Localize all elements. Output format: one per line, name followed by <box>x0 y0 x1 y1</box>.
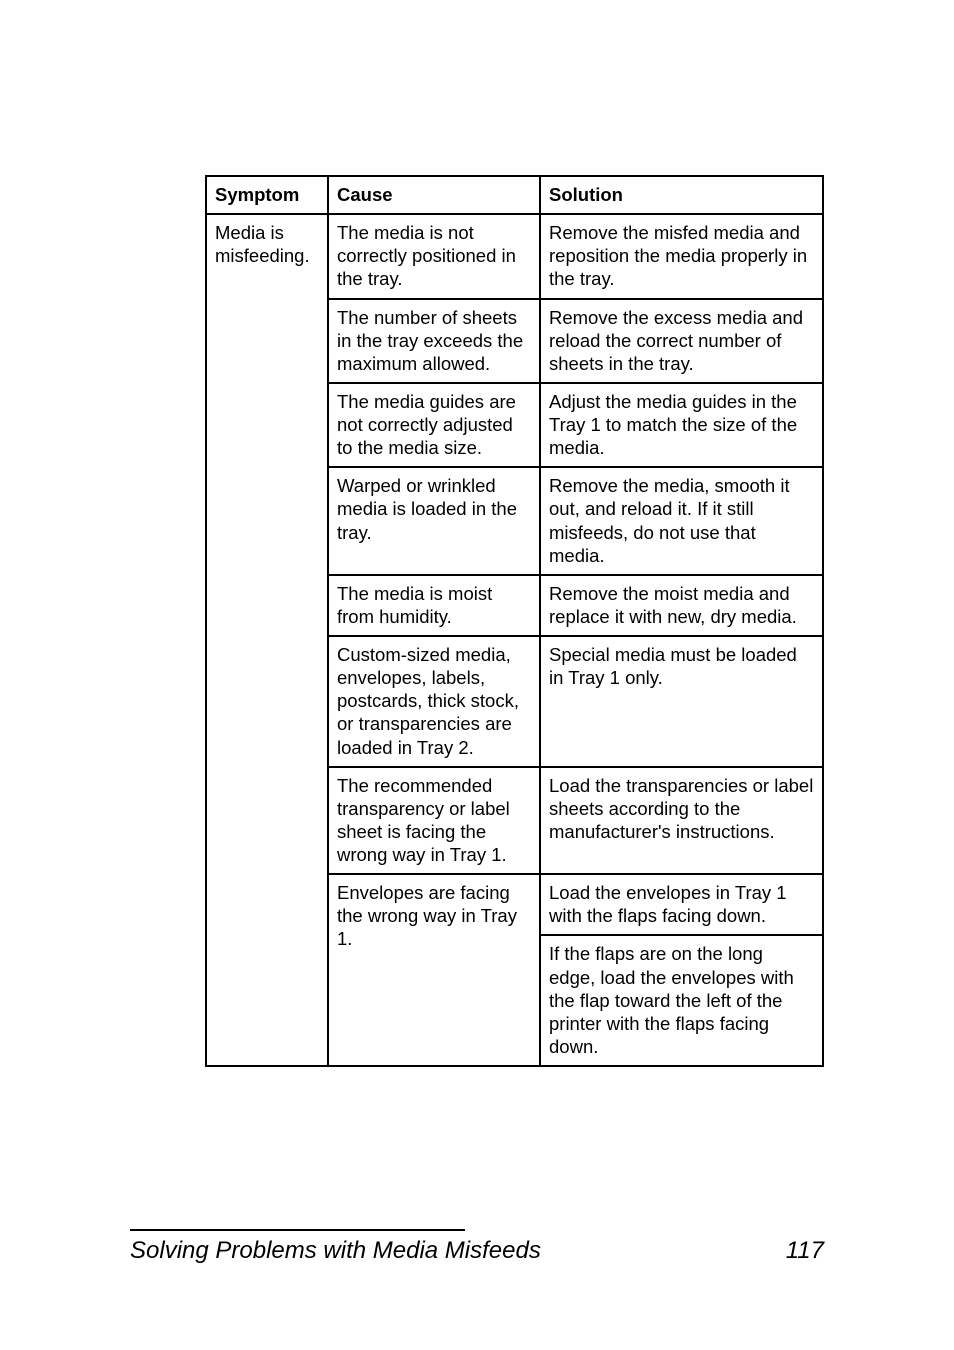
cause-cell: Envelopes are facing the wrong way in Tr… <box>328 874 540 1066</box>
cause-cell: Warped or wrinkled media is loaded in th… <box>328 467 540 575</box>
solution-cell: Load the envelopes in Tray 1 with the fl… <box>540 874 823 935</box>
cause-cell: Custom-sized media, envelopes, labels, p… <box>328 636 540 767</box>
solution-cell: Special media must be loaded in Tray 1 o… <box>540 636 823 767</box>
solution-cell: Remove the moist media and replace it wi… <box>540 575 823 636</box>
solution-cell: Load the transparencies or label sheets … <box>540 767 823 875</box>
header-solution: Solution <box>540 176 823 214</box>
cause-cell: The number of sheets in the tray exceeds… <box>328 299 540 383</box>
solution-cell: Adjust the media guides in the Tray 1 to… <box>540 383 823 467</box>
solution-cell: Remove the misfed media and reposition t… <box>540 214 823 298</box>
cause-cell: The media is not correctly positioned in… <box>328 214 540 298</box>
footer-page-number: 117 <box>786 1237 824 1265</box>
header-cause: Cause <box>328 176 540 214</box>
solution-cell: Remove the media, smooth it out, and rel… <box>540 467 823 575</box>
cause-cell: The media guides are not correctly adjus… <box>328 383 540 467</box>
footer-title: Solving Problems with Media Misfeeds <box>130 1237 541 1265</box>
footer-rule <box>130 1229 465 1231</box>
header-symptom: Symptom <box>206 176 328 214</box>
cause-cell: The recommended transparency or label sh… <box>328 767 540 875</box>
troubleshooting-table: Symptom Cause Solution Media is misfeedi… <box>205 175 824 1067</box>
solution-cell: If the flaps are on the long edge, load … <box>540 935 823 1066</box>
page-footer: Solving Problems with Media Misfeeds 117 <box>0 1229 954 1265</box>
solution-cell: Remove the excess media and reload the c… <box>540 299 823 383</box>
cause-cell: The media is moist from humidity. <box>328 575 540 636</box>
symptom-cell: Media is misfeeding. <box>206 214 328 1066</box>
